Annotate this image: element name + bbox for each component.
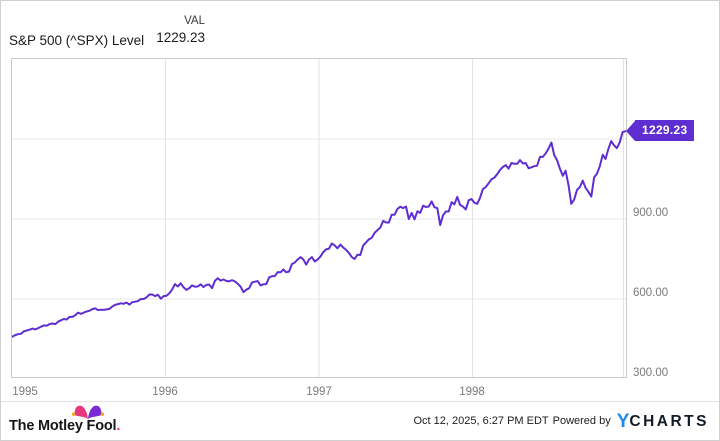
y-tick-label: 600.00 xyxy=(633,287,669,299)
value-column: VAL 1229.23 xyxy=(119,15,205,45)
badge-value: 1229.23 xyxy=(635,120,695,141)
current-value: 1229.23 xyxy=(156,30,205,45)
last-value-badge: 1229.23 xyxy=(626,120,695,141)
value-column-header: VAL xyxy=(184,15,205,27)
x-tick-label: 1996 xyxy=(152,386,178,398)
timestamp: Oct 12, 2025, 6:27 PM EDT xyxy=(413,415,549,427)
y-tick-label: 300.00 xyxy=(633,367,669,379)
powered-by-label: Powered by xyxy=(552,415,611,427)
price-line-chart xyxy=(12,59,626,377)
motley-fool-wordmark: The Motley Fool. xyxy=(9,418,121,434)
motley-fool-logo[interactable]: The Motley Fool. xyxy=(9,402,139,440)
series-title: S&P 500 (^SPX) Level xyxy=(9,33,145,48)
footer-divider xyxy=(1,401,719,402)
plot-area xyxy=(11,58,627,378)
y-tick-label: 900.00 xyxy=(633,207,669,219)
jester-hat-icon xyxy=(71,405,105,419)
x-tick-label: 1995 xyxy=(12,386,38,398)
x-tick-label: 1998 xyxy=(459,386,485,398)
badge-arrow-icon xyxy=(626,120,635,141)
ycharts-y-icon: Y xyxy=(616,410,630,432)
footer-attribution: Oct 12, 2025, 6:27 PM EDT Powered by Y C… xyxy=(414,402,710,440)
wordmark-dot: . xyxy=(116,418,121,434)
ycharts-logo[interactable]: Y CHARTS xyxy=(617,412,709,431)
x-tick-label: 1997 xyxy=(306,386,332,398)
ycharts-wordmark: CHARTS xyxy=(629,412,709,430)
